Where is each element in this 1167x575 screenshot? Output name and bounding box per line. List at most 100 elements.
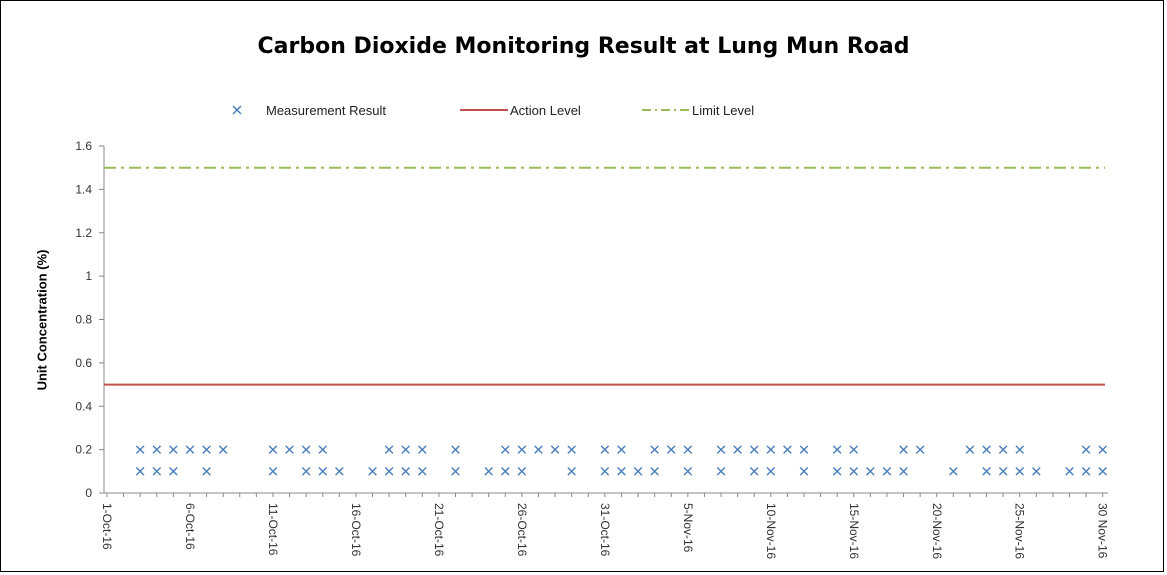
x-tick-label: 30 Nov-16 — [1096, 503, 1110, 559]
x-tick-label: 15-Nov-16 — [847, 503, 861, 559]
y-tick-label: 0.6 — [75, 356, 92, 370]
legend-label-limit-level: Limit Level — [692, 102, 755, 118]
x-tick-label: 25-Nov-16 — [1013, 503, 1027, 559]
measurement-point — [500, 445, 510, 454]
measurement-point — [268, 445, 278, 454]
y-tick-label: 0.2 — [75, 443, 92, 457]
measurement-point — [650, 445, 659, 454]
x-tick-label: 31-Oct-16 — [598, 503, 612, 557]
measurement-point — [1081, 445, 1091, 454]
measurement-point — [401, 445, 411, 454]
y-tick-label: 0.4 — [75, 399, 92, 413]
measurement-point — [202, 467, 211, 476]
measurement-point — [915, 445, 925, 454]
measurement-point — [202, 445, 211, 454]
measurement-point — [384, 445, 394, 454]
measurement-point — [301, 467, 311, 476]
measurement-point — [451, 467, 460, 476]
measurement-point — [384, 467, 394, 476]
x-marker-icon — [232, 105, 242, 115]
measurement-point — [617, 467, 626, 476]
measurement-point — [1015, 467, 1025, 476]
measurement-point — [716, 445, 726, 454]
measurement-point — [666, 445, 676, 454]
x-tick-label: 16-Oct-16 — [349, 503, 363, 557]
measurement-point — [550, 445, 560, 454]
dash-dot-line-icon — [642, 109, 690, 111]
legend-item-measurement: Measurement Result — [230, 100, 386, 120]
measurement-point — [766, 445, 776, 454]
measurement-point — [1032, 467, 1041, 476]
measurement-point — [982, 467, 991, 476]
measurement-point — [517, 445, 527, 454]
measurement-point — [418, 445, 427, 454]
measurement-point — [600, 445, 610, 454]
measurement-point — [882, 467, 892, 476]
measurement-point — [285, 445, 294, 454]
measurement-point — [318, 445, 328, 454]
chart-title: Carbon Dioxide Monitoring Result at Lung… — [257, 34, 910, 59]
measurement-point — [766, 467, 776, 476]
legend-label-measurement: Measurement Result — [266, 102, 386, 118]
solid-line-icon — [460, 109, 508, 111]
measurement-point — [318, 467, 328, 476]
measurement-point — [617, 445, 626, 454]
measurement-point — [783, 445, 792, 454]
measurement-point — [1098, 467, 1107, 476]
measurement-point — [1015, 445, 1025, 454]
measurement-point — [998, 467, 1008, 476]
measurement-point — [600, 467, 610, 476]
measurement-point — [135, 467, 145, 476]
measurement-point — [866, 467, 875, 476]
measurement-point — [832, 445, 842, 454]
measurement-point — [1081, 467, 1091, 476]
x-tick-label: 26-Oct-16 — [515, 503, 529, 557]
measurement-point — [218, 445, 228, 454]
measurement-point — [534, 445, 543, 454]
measurement-point — [500, 467, 510, 476]
measurement-point — [965, 445, 975, 454]
measurement-point — [733, 445, 742, 454]
x-tick-label: 6-Oct-16 — [183, 503, 197, 550]
legend-item-action-level: Action Level — [458, 100, 581, 120]
x-tick-label: 5-Nov-16 — [681, 503, 695, 553]
measurement-point — [567, 445, 576, 454]
measurement-point — [799, 467, 809, 476]
legend-label-action-level: Action Level — [510, 102, 581, 118]
measurement-point — [849, 445, 859, 454]
legend-item-limit-level: Limit Level — [640, 100, 754, 120]
measurement-point — [567, 467, 576, 476]
measurement-point — [998, 445, 1008, 454]
measurement-point — [135, 445, 145, 454]
measurement-point — [152, 445, 162, 454]
measurement-point — [949, 467, 958, 476]
x-tick-label: 21-Oct-16 — [432, 503, 446, 557]
measurement-point — [418, 467, 427, 476]
x-tick-label: 1-Oct-16 — [100, 503, 114, 550]
measurement-point — [899, 467, 908, 476]
measurement-point — [683, 445, 693, 454]
measurement-point — [484, 467, 493, 476]
measurement-point — [1065, 467, 1074, 476]
y-tick-label: 1 — [85, 269, 92, 283]
x-tick-label: 10-Nov-16 — [764, 503, 778, 559]
measurement-point — [169, 445, 178, 454]
measurement-point — [335, 467, 344, 476]
measurement-point — [799, 445, 809, 454]
measurement-point — [716, 467, 726, 476]
measurement-point — [152, 467, 162, 476]
measurement-point — [169, 467, 178, 476]
measurement-point — [401, 467, 411, 476]
measurement-point — [301, 445, 311, 454]
measurement-point — [633, 467, 643, 476]
y-tick-label: 1.6 — [75, 139, 92, 153]
measurement-point — [899, 445, 908, 454]
measurement-point — [849, 467, 859, 476]
measurement-point — [683, 467, 693, 476]
measurement-point — [368, 467, 377, 476]
y-tick-label: 0.8 — [75, 313, 92, 327]
y-tick-label: 1.2 — [75, 226, 92, 240]
measurement-point — [268, 467, 278, 476]
